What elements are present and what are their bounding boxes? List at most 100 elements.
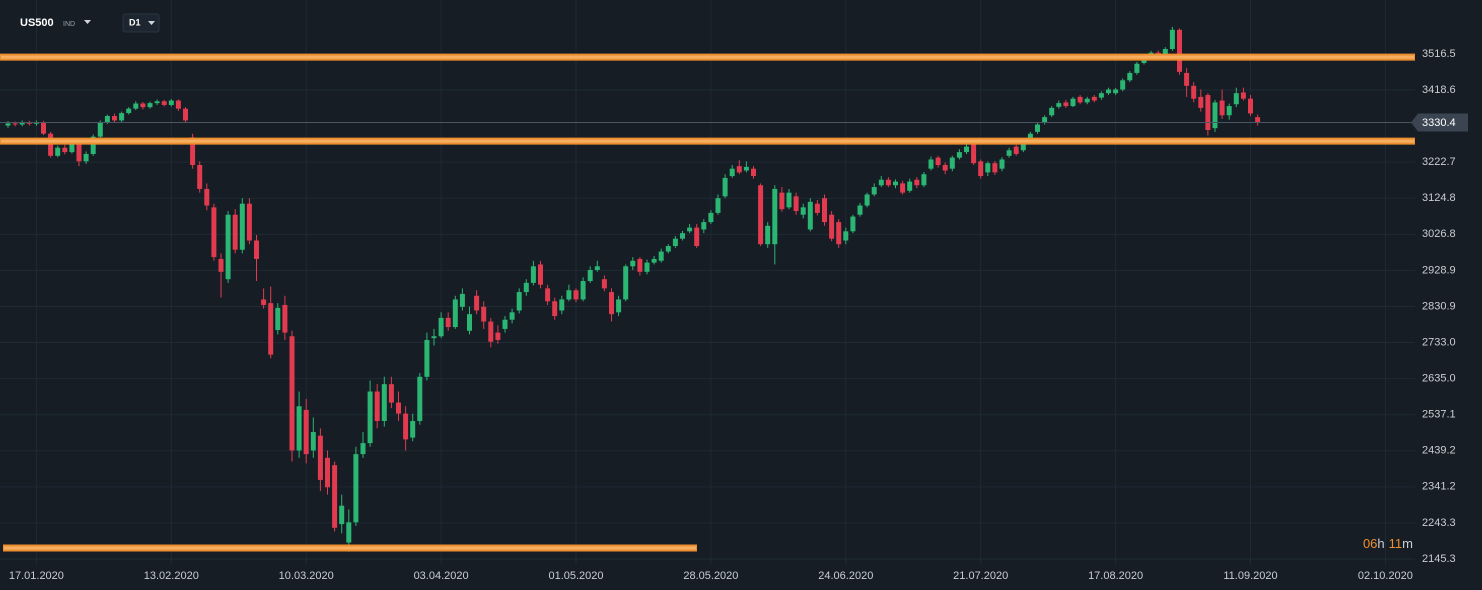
candle-body <box>814 203 820 213</box>
countdown: 06h 11m <box>1363 536 1413 551</box>
candle-body <box>1134 63 1140 73</box>
countdown-minutes-unit: m <box>1402 536 1413 551</box>
candle-body <box>885 179 891 186</box>
timeframe[interactable]: D1 <box>129 17 141 27</box>
candle-body <box>396 402 401 414</box>
candle-body <box>282 304 288 333</box>
candle-body <box>12 123 18 125</box>
candle-body <box>651 258 657 263</box>
x-tick-label: 28.05.2020 <box>683 570 738 582</box>
x-tick-label: 17.01.2020 <box>9 570 64 582</box>
candle-body <box>502 319 508 329</box>
candle-body <box>694 227 700 247</box>
x-tick-label: 17.08.2020 <box>1088 570 1143 582</box>
grid-layer <box>0 0 1415 565</box>
candle-body <box>367 391 373 444</box>
candle-body <box>616 299 622 313</box>
symbol[interactable]: US500 <box>20 17 54 29</box>
candle-body <box>680 233 685 239</box>
candle-body <box>1120 80 1126 90</box>
candle-body <box>1141 59 1147 63</box>
candle-body <box>410 420 416 438</box>
candle-body <box>1063 102 1069 107</box>
candle-body <box>1027 133 1033 142</box>
candle-body <box>19 122 25 125</box>
y-tick-label: 2733.0 <box>1422 336 1456 348</box>
candle-body <box>246 203 252 241</box>
x-tick-label: 24.06.2020 <box>818 570 873 582</box>
candle-body <box>346 522 352 543</box>
candle-body <box>388 384 394 403</box>
candle-body <box>431 336 437 339</box>
x-tick-label: 11.09.2020 <box>1223 570 1277 582</box>
y-tick-label: 2145.3 <box>1422 553 1456 565</box>
candle-body <box>687 227 693 232</box>
candle-body <box>630 260 636 267</box>
candle-body <box>587 269 593 282</box>
x-tick-label: 02.10.2020 <box>1358 570 1413 582</box>
candle-body <box>964 146 969 153</box>
candle-body <box>658 251 664 261</box>
candle-body <box>424 339 430 377</box>
candle-body <box>1184 72 1190 86</box>
candle-body <box>701 222 707 230</box>
candle-body <box>1198 96 1204 108</box>
candle-body <box>403 413 409 440</box>
dropdown-caret[interactable] <box>84 20 91 24</box>
candle-body <box>722 177 728 197</box>
candle-body <box>672 238 678 247</box>
candle-body <box>786 192 792 208</box>
candle-body <box>715 198 721 213</box>
candle-body <box>893 181 898 186</box>
candle-body <box>325 457 330 488</box>
timeframe-button[interactable] <box>122 13 160 33</box>
candle-body <box>545 288 551 302</box>
y-tick-label: 2341.2 <box>1422 481 1456 493</box>
candle-body <box>140 103 146 108</box>
candle-body <box>992 163 998 173</box>
candle-body <box>467 314 472 331</box>
candle-body <box>445 317 451 328</box>
y-tick-label: 2928.9 <box>1422 264 1456 276</box>
overlay-layer: 3516.5 3418.6 3222.7 3124.8 3026.8 2928.9 2830… <box>0 48 1468 582</box>
candle-body <box>644 262 650 272</box>
candle-body <box>239 203 245 250</box>
candle-body <box>62 147 68 153</box>
candle-body <box>729 168 735 177</box>
candle-body <box>1106 89 1111 94</box>
candle-body <box>829 214 835 239</box>
x-tick-label: 03.04.2020 <box>414 570 469 582</box>
candle-body <box>878 179 884 186</box>
countdown-hours: 06 <box>1363 536 1377 551</box>
y-tick-label: 3516.5 <box>1422 48 1456 60</box>
candle-body <box>793 196 799 212</box>
candle-body <box>1212 102 1218 129</box>
candle-body <box>609 292 614 315</box>
candle-body <box>1091 96 1097 101</box>
y-tick-label: 3222.7 <box>1422 156 1456 168</box>
candle-body <box>296 406 302 451</box>
instrument-type: IND <box>63 21 75 28</box>
candle-body <box>119 113 125 121</box>
candle-body <box>942 165 948 171</box>
candle-body <box>949 157 955 169</box>
candle-body <box>772 188 778 245</box>
candle-body <box>438 317 444 337</box>
candle-body <box>871 187 877 195</box>
candle-body <box>566 290 572 300</box>
candle-body <box>538 264 543 285</box>
candle-body <box>481 306 487 322</box>
candle-body <box>374 391 380 421</box>
dropdown-caret[interactable] <box>148 21 155 25</box>
candle-body <box>353 454 359 523</box>
x-tick-label: 21.07.2020 <box>953 570 1008 582</box>
candle-body <box>147 103 153 108</box>
x-tick-label: 13.02.2020 <box>144 570 199 582</box>
candle-body <box>523 282 529 293</box>
y-tick-label: 2243.3 <box>1422 517 1456 529</box>
candle-body <box>1035 124 1040 132</box>
x-tick-label: 01.05.2020 <box>548 570 603 582</box>
candles-layer <box>5 26 1261 552</box>
candle-body <box>857 205 863 215</box>
candle-body <box>452 299 458 328</box>
